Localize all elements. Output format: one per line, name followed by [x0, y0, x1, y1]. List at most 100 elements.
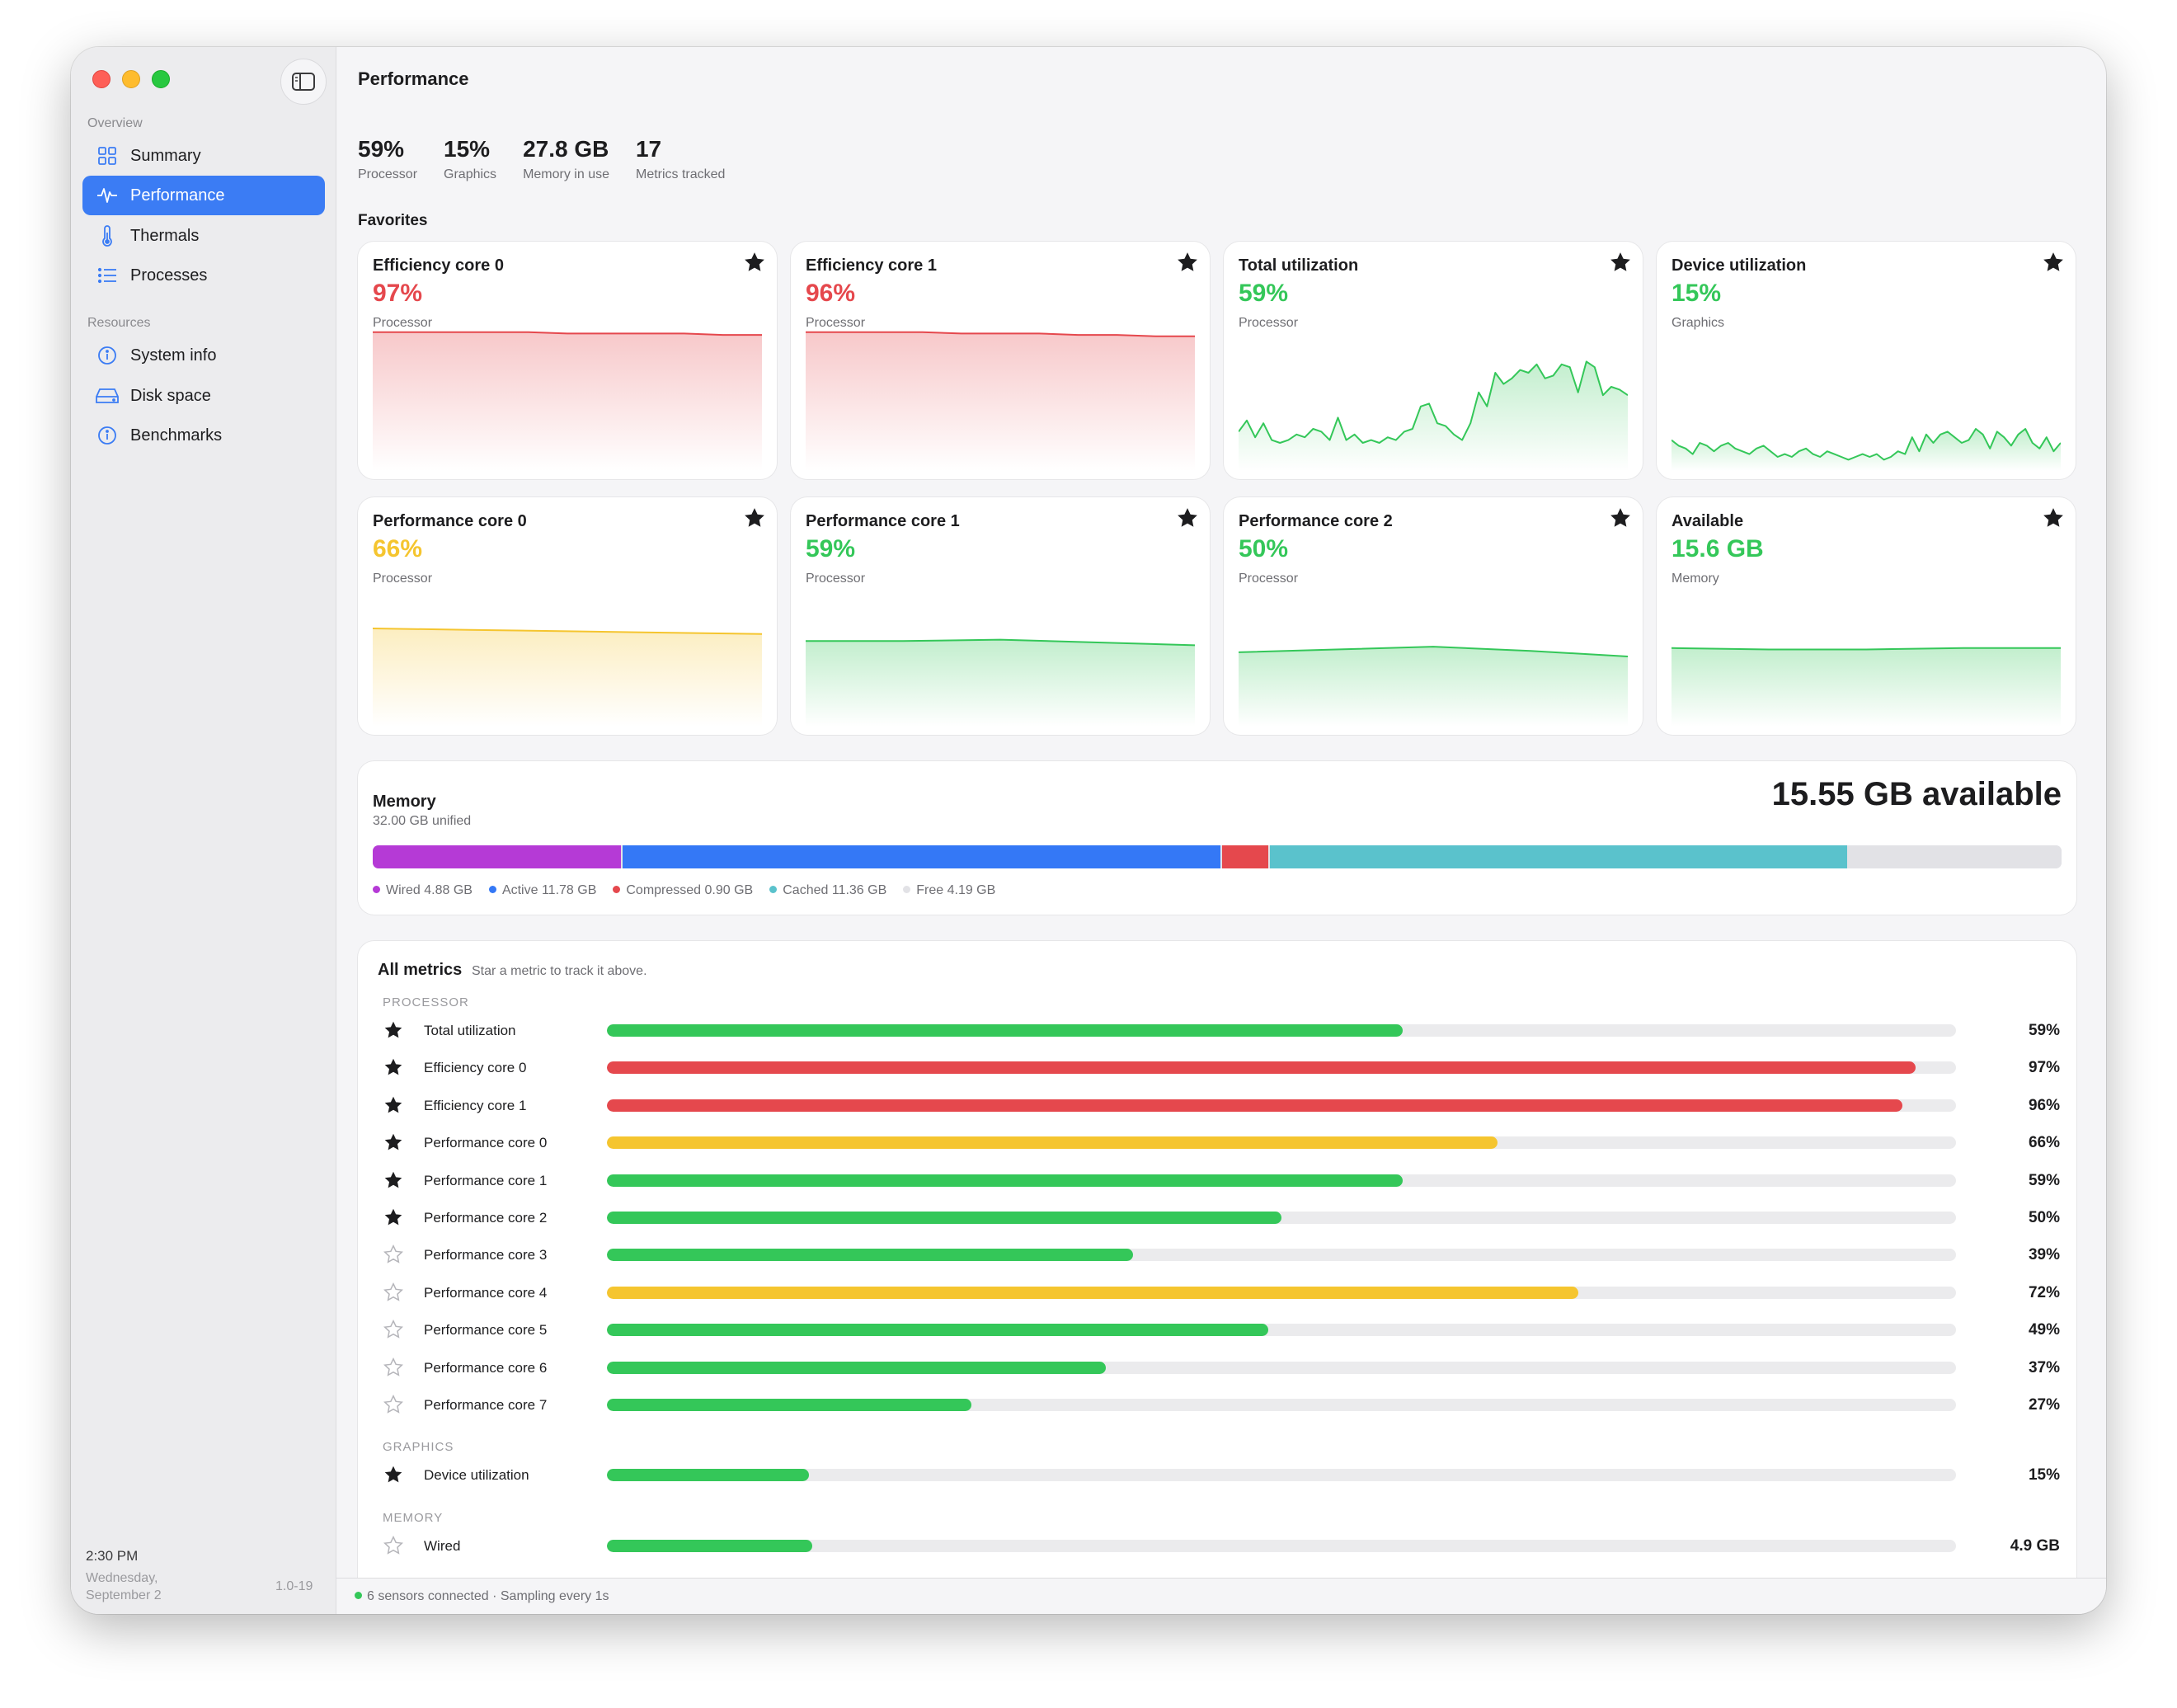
sidebar-item-disk-space[interactable]: Disk space [82, 376, 325, 416]
list-icon [96, 264, 119, 287]
kpi-graphics: 15% Graphics [444, 136, 496, 182]
favorite-star-icon[interactable] [2041, 506, 2066, 530]
sparkline-line [806, 638, 1195, 647]
favorite-card[interactable]: Performance core 1 59% Processor [791, 497, 1210, 735]
group-label: PROCESSOR [383, 995, 469, 1009]
card-subtitle: Processor [1239, 316, 1299, 330]
legend-item: Wired 4.88 GB [373, 883, 473, 898]
sidebar-item-label: Performance [130, 186, 225, 205]
status-dot [355, 1592, 362, 1599]
close-window-button[interactable] [92, 70, 110, 88]
legend-item: Free 4.19 GB [903, 883, 995, 898]
metric-bar-fill [607, 1249, 1134, 1262]
metric-bar-track [607, 1399, 1956, 1411]
drive-icon [96, 384, 119, 407]
card-value: 59% [1239, 280, 1289, 307]
all-metrics-card: All metrics Star a metric to track it ab… [358, 941, 2076, 1614]
footer-time: 2:30 PM [86, 1548, 139, 1564]
favorite-star-icon[interactable] [1175, 250, 1200, 275]
card-value: 59% [806, 535, 856, 562]
favorite-star-icon[interactable] [742, 250, 767, 275]
sparkline-chart [806, 331, 1195, 471]
metric-value: 27% [2028, 1396, 2060, 1414]
legend-label: Active 11.78 GB [501, 883, 597, 897]
metric-bar-track [607, 1212, 1956, 1224]
sidebar-item-performance[interactable]: Performance [82, 176, 325, 215]
metric-value: 49% [2028, 1321, 2060, 1339]
star-filled-icon[interactable] [383, 1464, 404, 1485]
star-filled-icon[interactable] [383, 1207, 404, 1228]
favorite-card[interactable]: Device utilization 15% Graphics [1657, 242, 2076, 479]
kpi-value: 15% [444, 136, 491, 162]
memory-segment-wired [373, 845, 621, 868]
metric-value: 59% [2028, 1171, 2060, 1189]
favorite-star-icon[interactable] [742, 506, 767, 530]
group-label: MEMORY [383, 1510, 444, 1525]
metric-bar-track [607, 1061, 1956, 1075]
favorite-star-icon[interactable] [1175, 506, 1200, 530]
sparkline-line [1672, 428, 2061, 461]
favorite-card[interactable]: Performance core 2 50% Processor [1224, 497, 1643, 735]
memory-legend: Wired 4.88 GB Active 11.78 GB Compressed 0… [373, 883, 995, 898]
footer-date: Wednesday, September 2 [86, 1571, 162, 1602]
sparkline-chart [373, 628, 762, 727]
metric-name: Device utilization [424, 1467, 529, 1484]
info-icon [96, 344, 119, 367]
sidebar-item-label: System info [130, 346, 217, 365]
card-title: Available [1672, 512, 1744, 530]
metric-bar-fill [607, 1324, 1268, 1337]
favorite-card[interactable]: Total utilization 59% Processor [1224, 242, 1643, 479]
star-outline-icon[interactable] [383, 1319, 404, 1340]
metric-bar-track [607, 1324, 1956, 1337]
star-outline-icon[interactable] [383, 1535, 404, 1556]
star-outline-icon[interactable] [383, 1282, 404, 1303]
star-outline-icon[interactable] [383, 1357, 404, 1378]
star-outline-icon[interactable] [383, 1394, 404, 1415]
metric-row: Total utilization 59% [383, 1014, 2060, 1047]
sidebar-item-thermals[interactable]: Thermals [82, 216, 325, 256]
favorite-star-icon[interactable] [1608, 250, 1633, 275]
sidebar-item-system-info[interactable]: System info [82, 336, 325, 375]
card-value: 96% [806, 280, 856, 307]
memory-segment-cached [1269, 845, 1847, 868]
star-filled-icon[interactable] [383, 1019, 404, 1041]
minimize-window-button[interactable] [122, 70, 140, 88]
star-filled-icon[interactable] [383, 1132, 404, 1153]
star-outline-icon[interactable] [383, 1244, 404, 1265]
card-value: 15.6 GB [1672, 535, 1764, 562]
favorite-card[interactable]: Performance core 0 66% Processor [358, 497, 777, 735]
metric-name: Performance core 0 [424, 1135, 548, 1151]
sidebar-toggle-button[interactable] [280, 59, 327, 105]
sidebar: Overview Summary Performance Thermals Pr… [71, 47, 336, 1614]
metric-name: Efficiency core 0 [424, 1060, 527, 1076]
sparkline-area [1239, 361, 1628, 471]
metric-bar-fill [607, 1286, 1578, 1299]
legend-dot [373, 886, 380, 893]
sidebar-section-overview: Overview [87, 116, 143, 130]
legend-label: Compressed 0.90 GB [626, 883, 754, 897]
star-filled-icon[interactable] [383, 1056, 404, 1078]
favorite-card[interactable]: Efficiency core 1 96% Processor [791, 242, 1210, 479]
metric-bar-track [607, 1136, 1956, 1150]
favorite-star-icon[interactable] [2041, 250, 2066, 275]
sidebar-item-summary[interactable]: Summary [82, 136, 325, 176]
metric-name: Performance core 5 [424, 1322, 548, 1339]
sidebar-item-benchmarks[interactable]: Benchmarks [82, 416, 325, 455]
favorite-card[interactable]: Efficiency core 0 97% Processor [358, 242, 777, 479]
sidebar-item-processes[interactable]: Processes [82, 256, 325, 295]
metric-value: 97% [2028, 1059, 2060, 1077]
metric-name: Performance core 7 [424, 1397, 548, 1413]
favorite-star-icon[interactable] [1608, 506, 1633, 530]
sparkline-chart [1672, 647, 2061, 727]
star-filled-icon[interactable] [383, 1094, 404, 1116]
metric-value: 39% [2028, 1246, 2060, 1264]
status-bar: 6 sensors connected · Sampling every 1s [336, 1578, 2106, 1614]
zoom-window-button[interactable] [152, 70, 170, 88]
legend-item: Cached 11.36 GB [769, 883, 886, 898]
sparkline-chart [1239, 360, 1628, 471]
metric-name: Efficiency core 1 [424, 1097, 527, 1113]
sparkline-area [1672, 429, 2061, 471]
star-filled-icon[interactable] [383, 1169, 404, 1191]
metric-name: Performance core 3 [424, 1247, 548, 1263]
favorite-card[interactable]: Available 15.6 GB Memory [1657, 497, 2076, 735]
